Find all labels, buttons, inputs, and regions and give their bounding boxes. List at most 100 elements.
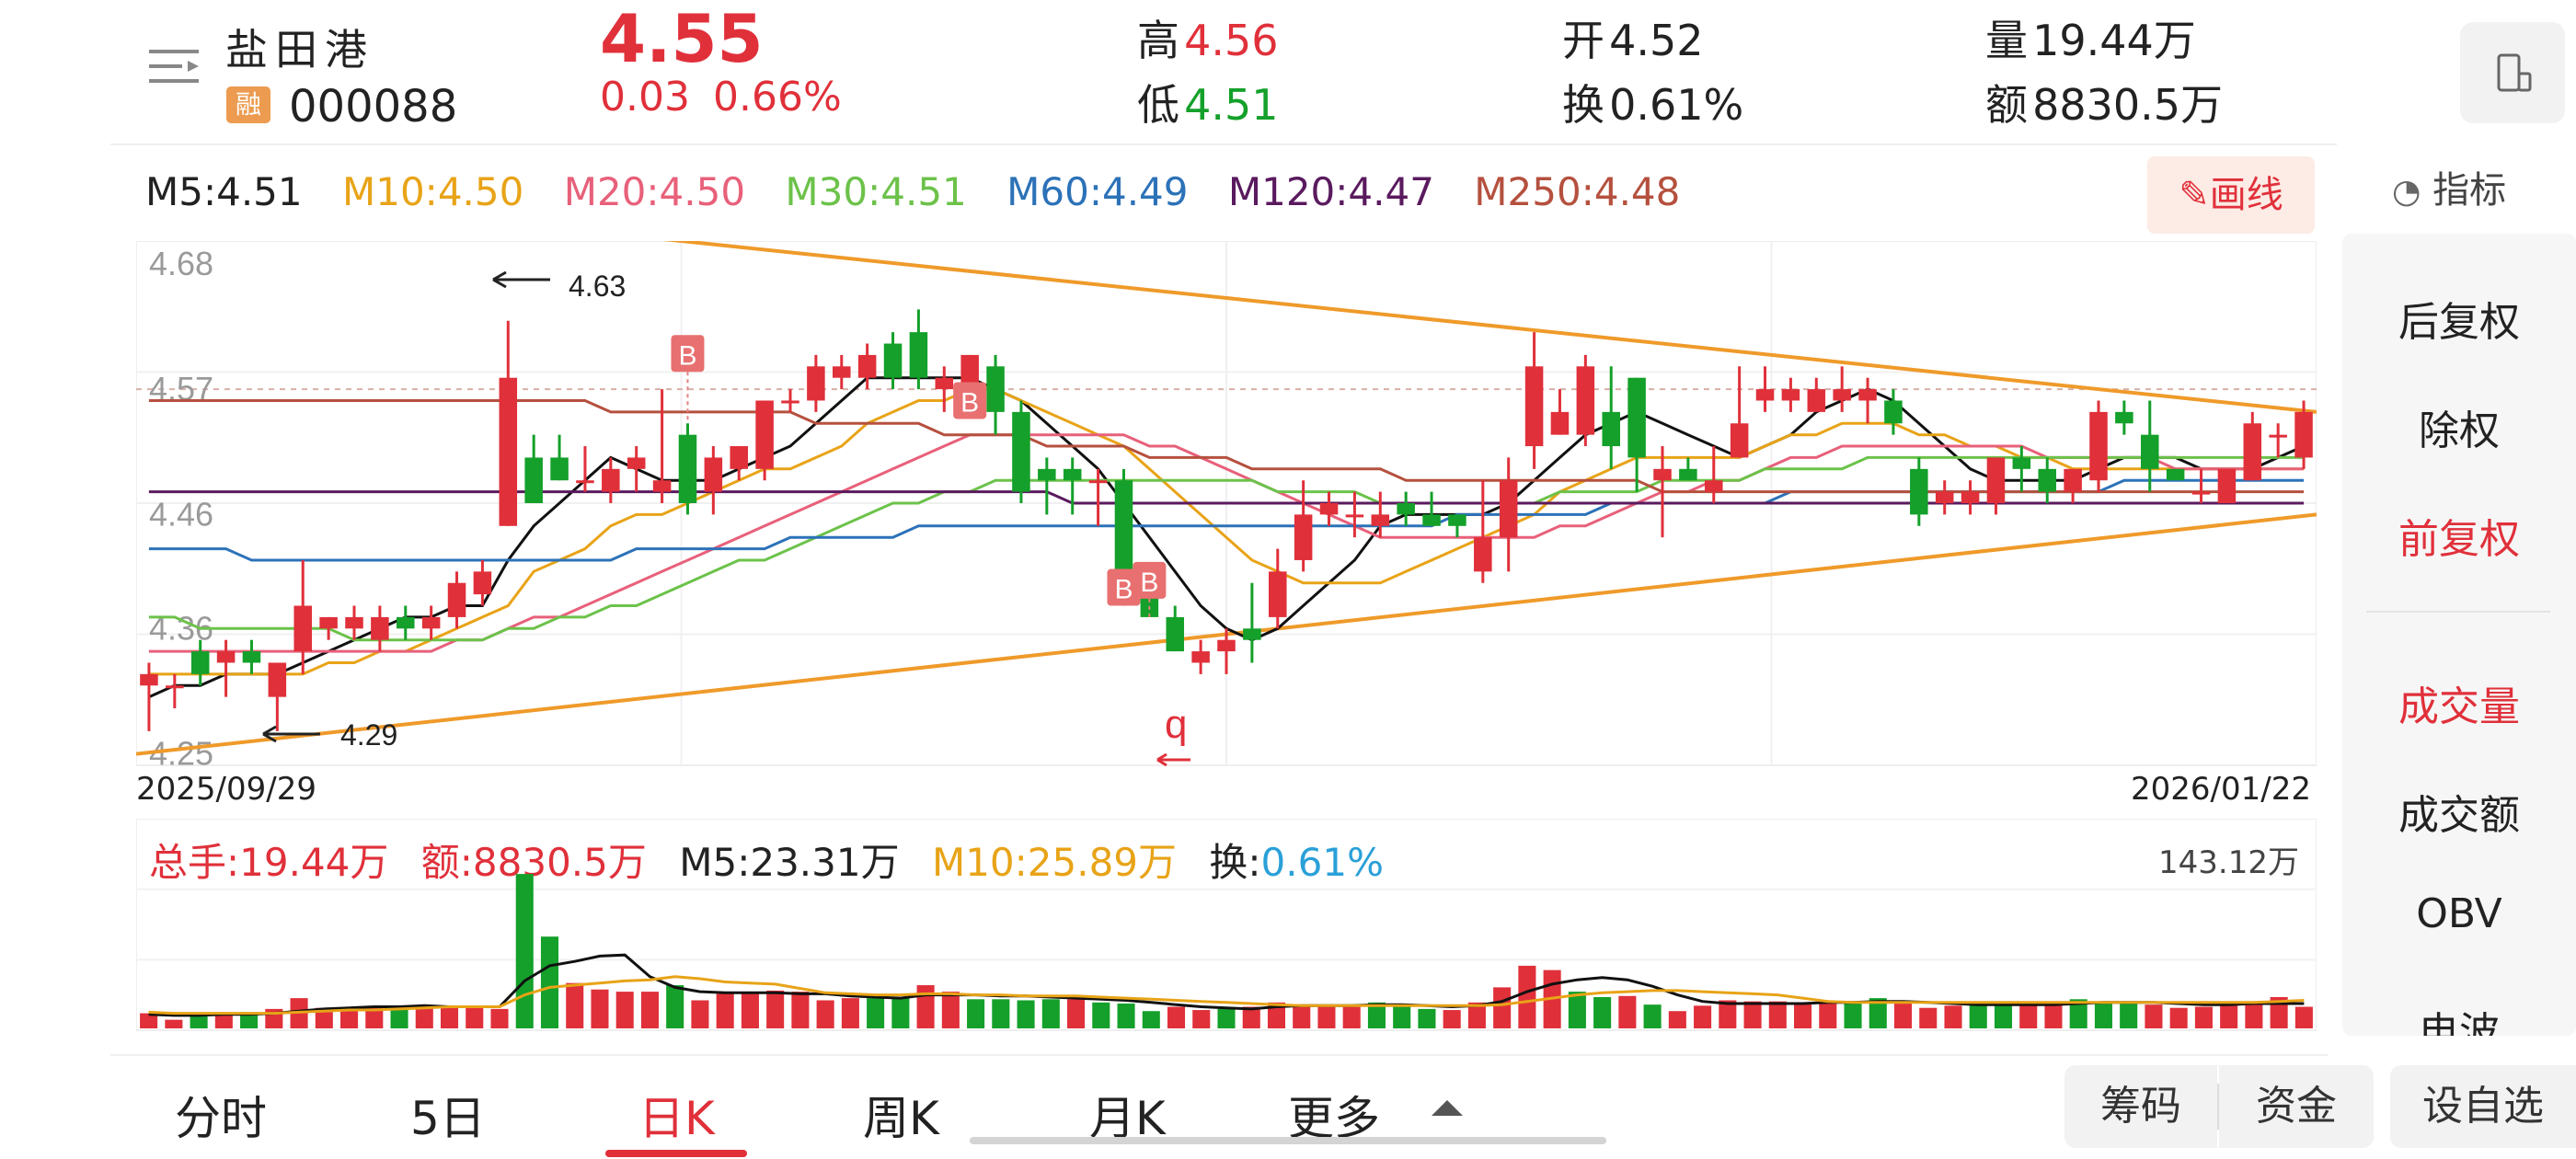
candle-body <box>499 377 518 526</box>
candle <box>1422 491 1441 526</box>
vol-turnover-value: 0.61% <box>1260 840 1384 885</box>
candle-body <box>2115 411 2133 424</box>
funds-button[interactable]: 资金 <box>2219 1065 2374 1148</box>
tab-weekly-k[interactable]: 周K <box>863 1092 939 1145</box>
candle <box>242 639 261 674</box>
volume-bar <box>1192 1010 1211 1028</box>
buy-signal-box <box>1133 561 1167 599</box>
price-change-percent: 0.66% <box>713 74 842 120</box>
volume-bar <box>1367 1002 1386 1028</box>
volume-bar <box>666 985 684 1028</box>
candle-body <box>421 616 441 629</box>
tab-5day[interactable]: 5日 <box>410 1092 486 1145</box>
candle <box>1319 491 1339 526</box>
volume-bar <box>440 1007 459 1028</box>
option-wave[interactable]: 电波 <box>2419 1009 2500 1036</box>
tab-more[interactable]: 更多 <box>1288 1092 1380 1145</box>
phone-rotate-icon <box>2497 53 2532 92</box>
candle-body <box>1114 480 1133 583</box>
candle <box>473 559 492 606</box>
candle <box>1576 354 1595 447</box>
candle-body <box>2294 411 2313 458</box>
option-amount[interactable]: 成交额 <box>2398 792 2520 839</box>
draw-line-button[interactable]: ✎画线 <box>2147 156 2315 234</box>
candle <box>1550 389 1570 435</box>
candle <box>1524 332 1544 469</box>
candle <box>371 605 389 652</box>
high-label: 高 <box>1137 16 1179 65</box>
candle-body <box>268 662 287 697</box>
volume-bar <box>214 1013 233 1028</box>
candle <box>293 559 312 674</box>
volume-bar <box>1944 1005 1962 1028</box>
ma120-label: M120:4.47 <box>1227 169 1434 214</box>
tab-intraday[interactable]: 分时 <box>175 1092 267 1145</box>
option-forward-adjust[interactable]: 前复权 <box>2398 516 2520 563</box>
candle-body <box>524 457 543 503</box>
volume-bar <box>515 874 534 1028</box>
chips-button[interactable]: 筹码 <box>2064 1065 2217 1148</box>
option-obv[interactable]: OBV <box>2416 890 2502 937</box>
volume-bar <box>390 1007 408 1028</box>
candle-body <box>857 354 877 378</box>
tab-daily-k[interactable]: 日K <box>638 1092 715 1145</box>
option-ex-rights[interactable]: 除权 <box>2419 407 2500 454</box>
indicator-button[interactable]: ◔ 指标 <box>2392 160 2506 213</box>
candle <box>1345 491 1364 538</box>
volume-label: 量 <box>1985 16 2028 65</box>
candle <box>1781 377 1800 412</box>
volume-bar <box>1467 1002 1486 1028</box>
gauge-icon: ◔ <box>2392 173 2421 211</box>
volume-bar <box>2044 1004 2063 1028</box>
y-tick-label: 4.46 <box>149 495 213 533</box>
pill-divider <box>2217 1084 2219 1130</box>
volume-bar <box>1067 999 1086 1028</box>
candle-body <box>242 651 261 663</box>
kline-annotations: 4.63 4.29 q <box>262 270 1190 767</box>
candle <box>1755 366 1775 412</box>
candle <box>166 673 184 709</box>
tab-monthly-k[interactable]: 月K <box>1089 1092 1166 1145</box>
y-tick-label: 4.68 <box>149 245 213 282</box>
candle-body <box>1986 457 2006 503</box>
high-value: 4.56 <box>1184 16 1279 65</box>
rotate-screen-button[interactable] <box>2460 22 2565 123</box>
candle <box>1397 491 1415 526</box>
ma-line-m10 <box>148 387 2305 676</box>
tabs-scrollbar[interactable] <box>970 1137 1606 1144</box>
volume-bar <box>1217 1008 1236 1028</box>
menu-icon[interactable] <box>145 46 202 92</box>
candle <box>909 309 928 390</box>
kline-chart[interactable]: 4.684.574.464.364.25 BBB B 4.63 4.29 q <box>136 241 2317 775</box>
candle-body <box>371 616 389 640</box>
stock-code: 000088 <box>289 81 458 132</box>
volume-bar <box>640 992 659 1028</box>
candle <box>1063 457 1082 515</box>
ma-legend: M5:4.51 M10:4.50 M20:4.50 M30:4.51 M60:4… <box>145 169 1708 214</box>
volume-bar <box>1267 1002 1286 1028</box>
buy-signal-box <box>671 335 705 373</box>
candle <box>1448 514 1466 538</box>
volume-bar <box>365 1006 384 1028</box>
buy-signal-tag: B <box>1107 568 1141 606</box>
volume-bar <box>867 998 885 1028</box>
option-backward-adjust[interactable]: 后复权 <box>2398 299 2520 346</box>
low-label: 低 <box>1137 80 1179 130</box>
low-stat: 低 4.51 <box>1137 72 1279 132</box>
option-volume[interactable]: 成交量 <box>2398 683 2520 730</box>
volume-chart[interactable] <box>136 819 2317 1034</box>
candle-body <box>2141 434 2159 469</box>
volume-bar <box>140 1013 158 1028</box>
candle-body <box>1063 468 1082 481</box>
add-watchlist-button[interactable]: 设自选 <box>2390 1065 2576 1148</box>
open-value: 4.52 <box>1609 16 1704 65</box>
current-price: 4.55 <box>600 0 764 77</box>
candle <box>550 434 569 481</box>
candle-body <box>1833 389 1851 401</box>
caret-up-icon[interactable] <box>1432 1100 1463 1116</box>
candle <box>397 605 415 640</box>
low-value: 4.51 <box>1184 80 1279 130</box>
volume-bar <box>1117 1004 1135 1028</box>
candle-body <box>1474 537 1492 572</box>
candle-body <box>2243 423 2262 481</box>
